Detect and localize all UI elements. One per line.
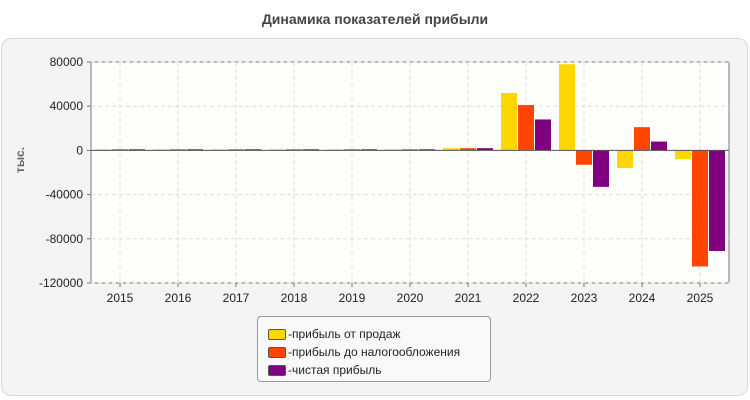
bar-series-2 <box>634 127 650 151</box>
x-tick-label: 2023 <box>571 291 598 305</box>
y-tick-label: 40000 <box>50 99 84 113</box>
grid-lines <box>91 61 729 284</box>
bar-series-1 <box>95 149 111 151</box>
bar-series-3 <box>129 149 145 151</box>
legend-item: - чистая прибыль <box>258 361 490 379</box>
bar-series-3 <box>303 149 319 151</box>
bar-series-2 <box>576 150 592 165</box>
x-tick-label: 2015 <box>107 291 134 305</box>
legend-swatch <box>268 364 286 376</box>
legend-dash: - <box>288 363 292 377</box>
bar-series-2 <box>170 149 186 151</box>
bar-series-3 <box>245 149 261 151</box>
bar-series-3 <box>709 150 725 251</box>
bar-series-2 <box>518 105 534 151</box>
legend-label: чистая прибыль <box>292 363 382 377</box>
y-tick-label: 80000 <box>50 55 84 69</box>
x-tick-label: 2016 <box>165 291 192 305</box>
legend-label: прибыль от продаж <box>292 327 401 341</box>
legend-label: прибыль до налогообложения <box>292 345 461 359</box>
y-axis: 80000 40000 0 -40000 -80000 -120000 <box>39 55 91 290</box>
legend-dash: - <box>288 327 292 341</box>
bar-series-2 <box>228 149 244 151</box>
legend-swatch <box>268 346 286 358</box>
legend-swatch <box>268 328 286 340</box>
legend: - прибыль от продаж - прибыль до налогооб… <box>257 316 491 382</box>
bar-series-2 <box>460 148 476 151</box>
bar-series-1 <box>559 64 575 151</box>
chart-title: Динамика показателей прибыли <box>261 11 489 27</box>
bar-series-2 <box>344 149 360 151</box>
y-tick-label: -40000 <box>46 188 84 202</box>
legend-item: - прибыль до налогообложения <box>258 343 490 361</box>
bar-series-1 <box>327 149 343 151</box>
y-tick-label: 0 <box>76 143 83 157</box>
bar-series-3 <box>593 150 609 187</box>
x-axis: 2015 2016 2017 2018 2019 2020 2021 2022 2023 2024… <box>107 283 714 305</box>
y-tick-label: -120000 <box>39 276 83 290</box>
legend-item: - прибыль от продаж <box>258 325 490 343</box>
bars <box>95 64 725 267</box>
x-tick-label: 2019 <box>339 291 366 305</box>
bar-series-1 <box>443 148 459 151</box>
bar-series-3 <box>477 148 493 151</box>
x-tick-label: 2024 <box>629 291 656 305</box>
bar-series-1 <box>675 150 691 160</box>
x-tick-label: 2018 <box>281 291 308 305</box>
x-tick-label: 2017 <box>223 291 250 305</box>
bar-series-1 <box>385 149 401 151</box>
bar-series-3 <box>361 149 377 151</box>
y-tick-label: -80000 <box>46 232 84 246</box>
bar-series-2 <box>286 149 302 151</box>
bar-series-1 <box>211 149 227 151</box>
bar-series-3 <box>651 141 667 151</box>
x-tick-label: 2020 <box>397 291 424 305</box>
legend-dash: - <box>288 345 292 359</box>
bar-series-1 <box>617 150 633 169</box>
bar-series-1 <box>501 92 517 151</box>
bar-series-3 <box>535 119 551 151</box>
plot-background <box>90 61 730 284</box>
y-axis-label: тыс. <box>13 147 27 173</box>
bar-series-1 <box>153 149 169 151</box>
x-tick-label: 2021 <box>455 291 482 305</box>
bar-series-3 <box>419 149 435 151</box>
bar-series-2 <box>692 150 708 267</box>
bar-series-1 <box>269 149 285 151</box>
bar-series-2 <box>112 149 128 151</box>
x-tick-label: 2025 <box>687 291 714 305</box>
bar-series-2 <box>402 149 418 151</box>
bar-series-3 <box>187 149 203 151</box>
x-tick-label: 2022 <box>513 291 540 305</box>
